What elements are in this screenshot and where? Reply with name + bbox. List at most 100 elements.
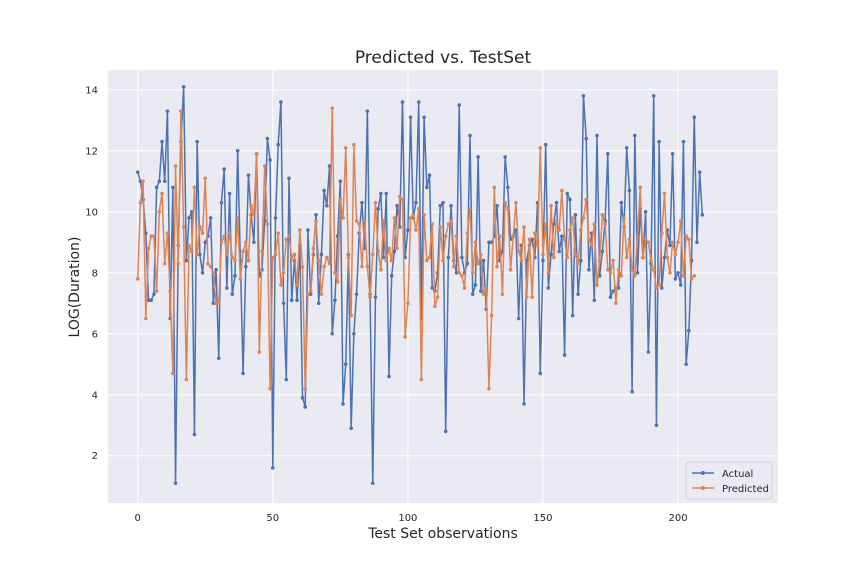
data-point [408,216,413,220]
data-point [233,274,237,278]
x-axis-label: Test Set observations [367,526,518,542]
data-point [349,313,353,318]
x-tick-label: 200 [668,513,687,524]
data-point [627,188,632,193]
data-point [551,222,556,226]
data-point [200,270,205,275]
data-point [541,252,545,257]
data-point [235,149,240,153]
data-point [438,225,443,229]
data-point [330,331,335,336]
data-point [289,255,294,260]
data-point [195,139,199,144]
gridlines [108,70,778,503]
data-point [411,213,416,217]
data-point [435,295,440,299]
data-point [562,237,567,242]
data-point [203,176,208,181]
data-point [633,274,637,278]
data-point [697,170,702,174]
data-point [608,295,613,299]
data-point [322,264,326,269]
data-point [565,255,570,260]
data-point [581,94,586,98]
x-tick-label: 50 [266,513,279,524]
data-point [327,164,332,168]
data-point [681,274,686,278]
data-point [454,234,459,238]
data-point [214,267,218,272]
data-point [538,371,543,376]
data-point [289,298,294,303]
data-point [616,267,621,272]
data-point [243,264,248,269]
data-point [311,246,316,251]
data-point [416,206,421,211]
data-point [557,228,561,232]
data-point [184,258,189,263]
data-point [338,197,343,202]
data-point [460,274,464,278]
data-point [368,295,372,299]
data-point [365,264,370,269]
data-point [146,246,151,251]
data-point [230,255,235,260]
y-tick-label: 6 [92,329,98,340]
data-point [551,255,556,260]
data-point [560,234,564,238]
data-point [325,255,329,260]
data-point [135,170,140,174]
data-point [662,191,667,196]
x-tick-label: 100 [398,513,417,524]
data-point [381,255,386,260]
data-point [395,246,399,251]
data-point [430,222,434,226]
data-point [154,289,159,293]
data-point [649,258,653,263]
data-point [449,203,453,208]
data-point [379,191,383,196]
data-point [484,286,489,290]
data-point [684,362,688,367]
data-point [568,228,572,232]
data-point [184,377,189,382]
data-point [222,167,226,171]
data-point [173,481,178,485]
data-point [268,386,272,391]
data-point [135,277,140,281]
data-point [670,240,675,245]
data-point [687,237,691,242]
data-point [168,289,172,293]
data-point [243,240,248,245]
data-point [281,301,286,306]
data-point [144,231,148,235]
data-point [619,200,624,205]
data-point [181,84,186,89]
data-point [260,249,264,254]
data-point [606,152,610,156]
data-point [462,286,467,290]
data-point [687,328,691,333]
data-point [370,252,375,257]
data-point [273,252,278,257]
data-point [433,304,437,309]
data-point [662,255,667,260]
data-point [673,252,678,257]
data-point [400,197,405,202]
data-point [138,179,143,184]
data-point [633,133,637,138]
data-point [587,267,591,272]
data-point [646,240,651,245]
data-point [179,109,183,113]
data-point [454,270,459,275]
data-point [700,213,705,217]
data-point [146,298,151,303]
data-point [657,139,661,144]
data-point [438,203,443,208]
data-point [262,164,267,168]
data-point [651,267,656,272]
data-point [446,222,451,226]
data-point [424,185,429,190]
data-point [516,316,521,321]
data-point [352,142,356,147]
